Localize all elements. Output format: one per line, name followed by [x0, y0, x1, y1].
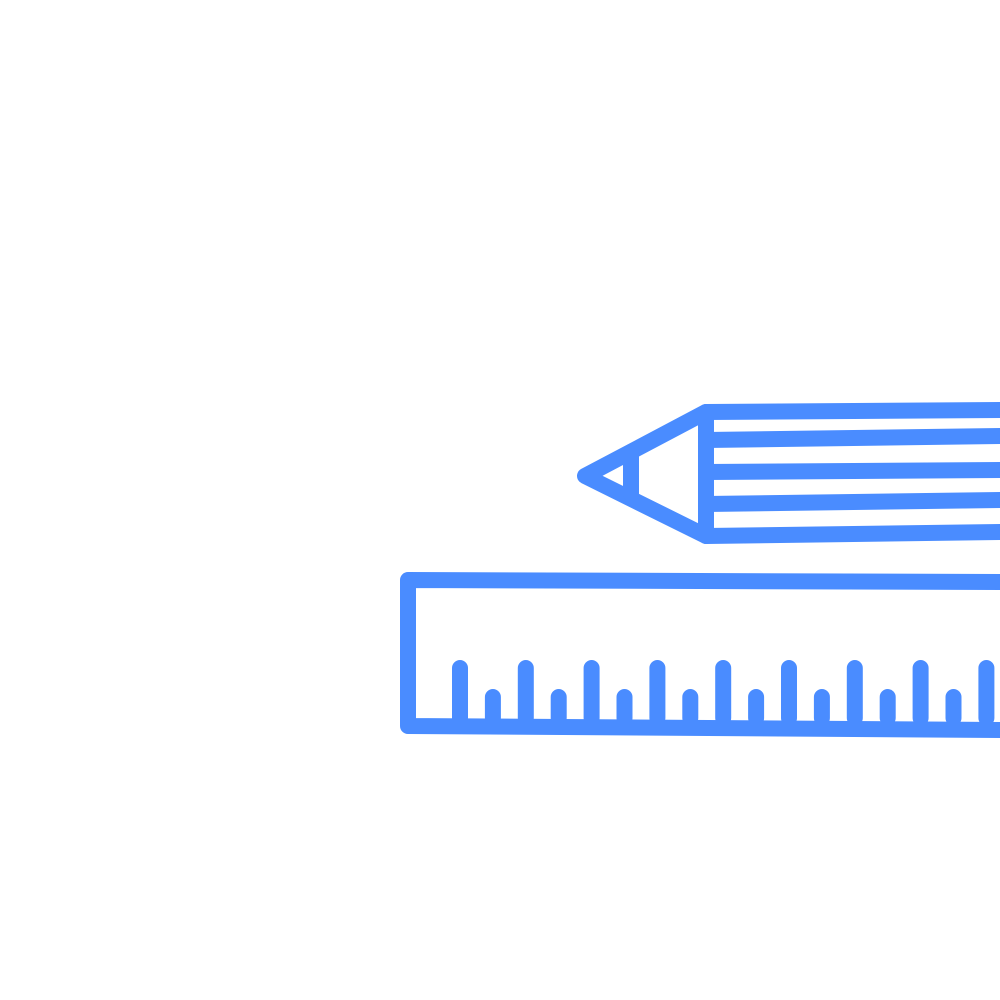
pencil-icon: [577, 402, 1000, 544]
pencil-stripe-2: [698, 462, 1000, 480]
pencil-stripe-1: [698, 428, 1000, 448]
ruler-outline: [400, 572, 1000, 738]
pencil-stripe-3: [698, 492, 1000, 512]
pencil-outline: [577, 402, 1000, 544]
ruler-icon: [400, 572, 1000, 738]
ruler-ticks: [452, 660, 995, 726]
